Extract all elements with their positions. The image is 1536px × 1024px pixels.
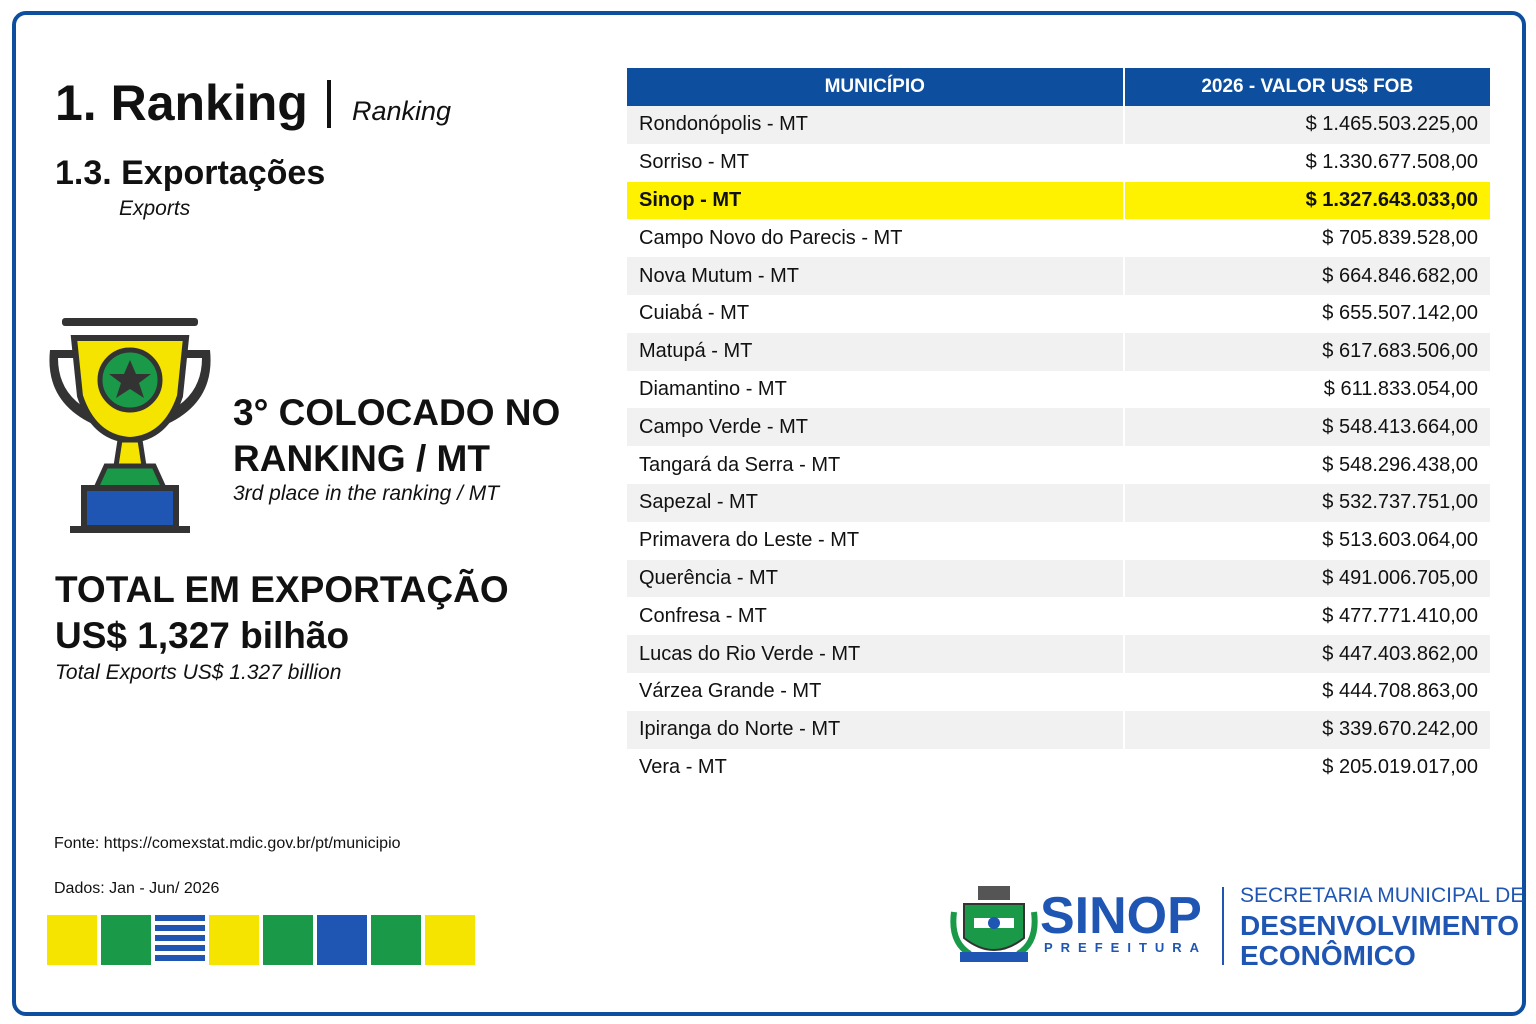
title-en: Ranking xyxy=(352,96,452,126)
table-row: Diamantino - MT $ 611.833.054,00 xyxy=(627,370,1490,409)
trophy-icon xyxy=(49,318,211,533)
export-value: $ 705.839.528,00 xyxy=(1322,226,1478,249)
table-row: Cuiabá - MT $ 655.507.142,00 xyxy=(627,294,1490,333)
section-en: Exports xyxy=(119,197,191,220)
source: Fonte: https://comexstat.mdic.gov.br/pt/… xyxy=(54,835,401,852)
municipality: Várzea Grande - MT xyxy=(627,672,1125,711)
table-row: Querência - MT $ 491.006.705,00 xyxy=(627,559,1490,598)
table-row: Confresa - MT $ 477.771.410,00 xyxy=(627,597,1490,636)
export-value: $ 444.708.863,00 xyxy=(1322,680,1478,703)
municipality: Sinop - MT xyxy=(627,181,1125,220)
sector-icons xyxy=(47,915,475,965)
table-row: Sinop - MT $ 1.327.643.033,00 xyxy=(627,181,1490,220)
export-value: $ 513.603.064,00 xyxy=(1322,529,1478,552)
export-value: $ 617.683.506,00 xyxy=(1123,332,1490,371)
table-row: Primavera do Leste - MT $ 513.603.064,00 xyxy=(627,521,1490,560)
table-row: Vera - MT $ 205.019.017,00 xyxy=(627,748,1490,787)
municipality: Rondonópolis - MT xyxy=(627,106,1125,144)
title: 1. Ranking xyxy=(55,75,308,131)
icon-tile xyxy=(47,915,97,965)
export-value: $ 477.771.410,00 xyxy=(1322,604,1478,627)
municipality: Cuiabá - MT xyxy=(627,294,1125,333)
export-value: $ 339.670.242,00 xyxy=(1123,710,1490,749)
export-value: $ 1.327.643.033,00 xyxy=(1123,181,1490,220)
municipality: Diamantino - MT xyxy=(627,370,1125,409)
municipality: Lucas do Rio Verde - MT xyxy=(627,635,1125,673)
icon-tile xyxy=(317,915,367,965)
column-header: MUNICÍPIO xyxy=(627,68,1125,106)
table-row: Tangará da Serra - MT $ 548.296.438,00 xyxy=(627,446,1490,484)
table-row: Nova Mutum - MT $ 664.846.682,00 xyxy=(627,257,1490,295)
icon-tile xyxy=(101,915,151,965)
total-caption: Total Exports US$ 1.327 billion xyxy=(55,661,342,684)
section-title: 1.3. Exportações xyxy=(55,154,326,192)
table-row: Campo Novo do Parecis - MT $ 705.839.528,… xyxy=(627,219,1490,258)
export-value: $ 548.413.664,00 xyxy=(1123,408,1490,447)
column-header: 2026 - VALOR US$ FOB xyxy=(1123,68,1490,106)
export-value: $ 611.833.054,00 xyxy=(1323,377,1478,400)
ranking-table: MUNICÍPIO 2026 - VALOR US$ FOB Rondonópo… xyxy=(627,68,1490,787)
municipality: Confresa - MT xyxy=(627,597,1125,636)
municipality: Sorriso - MT xyxy=(627,143,1125,182)
municipality: Primavera do Leste - MT xyxy=(627,521,1125,560)
table-row: Várzea Grande - MT $ 444.708.863,00 xyxy=(627,672,1490,711)
municipality: Nova Mutum - MT xyxy=(627,257,1125,295)
municipality: Ipiranga do Norte - MT xyxy=(627,710,1125,749)
frame xyxy=(12,11,1526,1016)
municipality: Campo Verde - MT xyxy=(627,408,1125,447)
export-value: $ 491.006.705,00 xyxy=(1123,559,1490,598)
period: Dados: Jan - Jun/ 2026 xyxy=(54,880,220,897)
rank-caption: 3rd place in the ranking / MT xyxy=(233,482,500,505)
table-row: Lucas do Rio Verde - MT $ 447.403.862,00 xyxy=(627,635,1490,673)
icon-tile xyxy=(425,915,475,965)
dept-line: SECRETARIA MUNICIPAL DE xyxy=(1240,884,1525,907)
export-value: $ 664.846.682,00 xyxy=(1123,257,1490,295)
logo-divider xyxy=(1222,887,1224,965)
total-line: TOTAL EM EXPORTAÇÃO xyxy=(55,569,509,610)
export-value: $ 532.737.751,00 xyxy=(1123,483,1490,522)
export-value: $ 655.507.142,00 xyxy=(1322,302,1478,325)
table-row: Matupá - MT $ 617.683.506,00 xyxy=(627,332,1490,371)
municipality: Sapezal - MT xyxy=(627,483,1125,522)
rank-line: RANKING / MT xyxy=(233,438,490,479)
export-value: $ 1.330.677.508,00 xyxy=(1305,151,1478,174)
logo-name: SINOP xyxy=(1040,887,1202,945)
table-row: Campo Verde - MT $ 548.413.664,00 xyxy=(627,408,1490,447)
table-row: Sorriso - MT $ 1.330.677.508,00 xyxy=(627,143,1490,182)
table-row: Rondonópolis - MT $ 1.465.503.225,00 xyxy=(627,106,1490,144)
export-value: $ 447.403.862,00 xyxy=(1123,635,1490,673)
municipality: Matupá - MT xyxy=(627,332,1125,371)
icon-tile xyxy=(155,915,205,965)
icon-tile xyxy=(371,915,421,965)
export-value: $ 548.296.438,00 xyxy=(1322,453,1478,476)
municipality: Tangará da Serra - MT xyxy=(627,446,1125,484)
municipality: Querência - MT xyxy=(627,559,1125,598)
municipality: Vera - MT xyxy=(627,748,1125,787)
logo-tagline: PREFEITURA xyxy=(1044,940,1208,955)
rank-line: 3° COLOCADO NO xyxy=(233,392,561,433)
dept-line: DESENVOLVIMENTO xyxy=(1240,910,1520,941)
table-row: Ipiranga do Norte - MT $ 339.670.242,00 xyxy=(627,710,1490,749)
divider xyxy=(327,80,331,128)
export-value: $ 1.465.503.225,00 xyxy=(1123,106,1490,144)
total-line: US$ 1,327 bilhão xyxy=(55,615,350,656)
table-row: Sapezal - MT $ 532.737.751,00 xyxy=(627,483,1490,522)
municipality: Campo Novo do Parecis - MT xyxy=(627,219,1125,258)
icon-tile xyxy=(263,915,313,965)
crest xyxy=(950,886,1038,962)
export-value: $ 205.019.017,00 xyxy=(1322,755,1478,778)
dept-line: ECONÔMICO xyxy=(1240,940,1416,971)
icon-tile xyxy=(209,915,259,965)
